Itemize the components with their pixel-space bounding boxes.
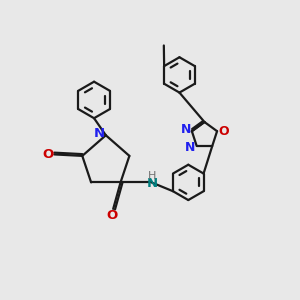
Text: N: N: [146, 177, 158, 190]
Text: H: H: [148, 171, 156, 181]
Text: O: O: [218, 125, 229, 138]
Text: O: O: [107, 209, 118, 222]
Text: N: N: [94, 127, 105, 140]
Text: O: O: [43, 148, 54, 161]
Text: N: N: [181, 123, 191, 136]
Text: N: N: [185, 141, 195, 154]
